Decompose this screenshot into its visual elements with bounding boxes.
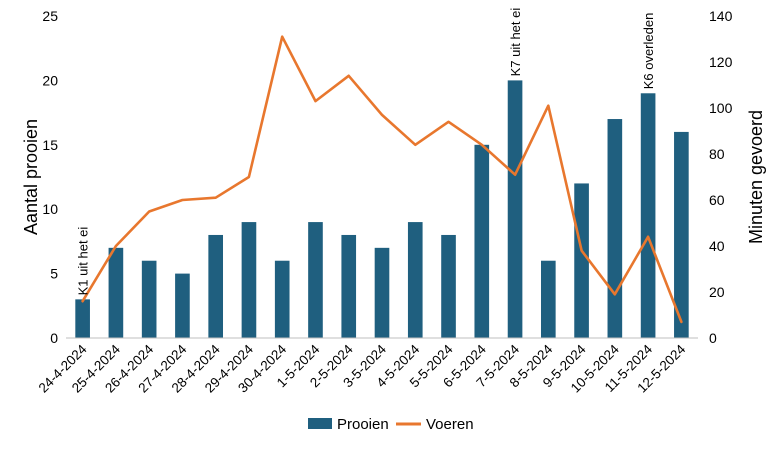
left-tick-label: 25: [42, 8, 58, 24]
bar-10-5-2024: [607, 119, 623, 338]
bar-9-5-2024: [574, 183, 589, 338]
legend-label-voeren: Voeren: [426, 416, 474, 433]
annotation-label: K7 uit het ei: [508, 8, 523, 77]
y-axis-label-right: Minuten gevoerd: [746, 110, 766, 244]
bar-12-5-2024: [674, 131, 689, 338]
x-tick-labels: 24-4-202425-4-202426-4-202427-4-202428-4…: [36, 341, 689, 395]
bar-2-5-2024: [341, 234, 357, 338]
right-tick-label: 60: [709, 192, 725, 208]
right-tick-label: 140: [709, 8, 733, 24]
bar-8-5-2024: [540, 260, 556, 338]
legend-swatch-prooien: [308, 418, 332, 429]
annotation-label: K1 uit het ei: [76, 227, 91, 296]
bar-27-4-2024: [175, 273, 190, 338]
bar-3-5-2024: [374, 247, 390, 338]
y-axis-label-left: Aantal prooien: [21, 119, 41, 235]
bar-7-5-2024: [507, 80, 523, 339]
bar-11-5-2024: [640, 93, 656, 338]
right-y-ticks: 0 20 40 60 80 100 120 140: [709, 8, 733, 346]
right-tick-label: 20: [709, 284, 725, 300]
line-voeren: [81, 35, 683, 324]
annotations: K1 uit het ei K7 uit het ei K6 overleden: [76, 8, 656, 296]
right-tick-label: 80: [709, 146, 725, 162]
left-tick-label: 5: [50, 266, 58, 282]
bar-1-5-2024: [308, 222, 323, 338]
left-tick-label: 0: [50, 330, 58, 346]
bar-24-4-2024: [75, 299, 90, 338]
bar-26-4-2024: [141, 260, 157, 338]
line-layer: [81, 35, 683, 324]
left-tick-label: 10: [42, 201, 58, 217]
bar-28-4-2024: [208, 234, 224, 338]
bar-4-5-2024: [407, 222, 423, 338]
legend-label-prooien: Prooien: [337, 416, 389, 433]
bar-6-5-2024: [474, 144, 490, 338]
left-tick-label: 15: [42, 137, 58, 153]
right-tick-label: 40: [709, 238, 725, 254]
right-tick-label: 120: [709, 54, 733, 70]
right-tick-label: 100: [709, 100, 733, 116]
right-tick-label: 0: [709, 330, 717, 346]
annotation-label: K6 overleden: [641, 13, 656, 90]
bars-layer: [75, 80, 689, 339]
bar-29-4-2024: [241, 222, 257, 338]
bar-25-4-2024: [108, 247, 124, 338]
bar-5-5-2024: [441, 234, 456, 338]
left-y-ticks: 0 5 10 15 20 25: [42, 8, 58, 346]
legend: Prooien Voeren: [308, 416, 474, 433]
bar-30-4-2024: [274, 260, 290, 338]
left-tick-label: 20: [42, 72, 58, 88]
